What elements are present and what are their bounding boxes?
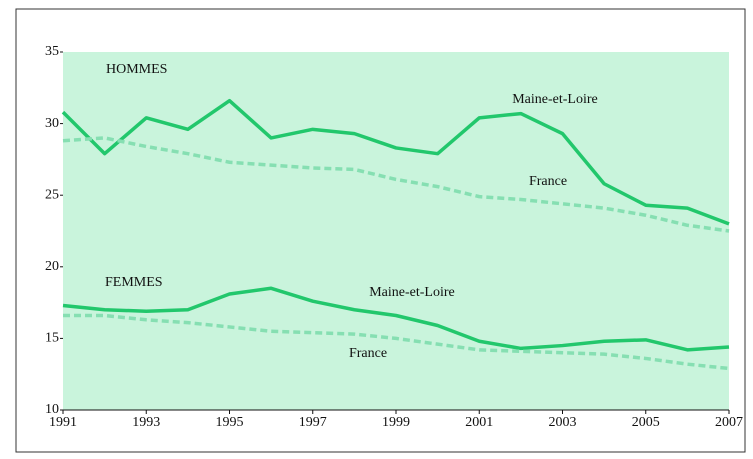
annotation: HOMMES (106, 62, 167, 77)
x-tick-label: 2003 (549, 415, 577, 430)
y-tick-label: 10 (45, 402, 59, 417)
x-tick-label: 1991 (49, 415, 77, 430)
annotation: FEMMES (105, 275, 163, 290)
x-tick-label: 1995 (216, 415, 244, 430)
x-tick-label: 2001 (465, 415, 493, 430)
series-line (61, 98, 730, 226)
x-tick-label: 2005 (632, 415, 660, 430)
series-line (62, 286, 730, 352)
y-tick-label: 25 (45, 187, 59, 202)
series-label: Maine-et-Loire (512, 92, 598, 107)
y-tick-label: 15 (45, 331, 59, 346)
plot-area (63, 52, 729, 410)
y-tick-label: 20 (45, 259, 59, 274)
x-tick-label: 2007 (715, 415, 743, 430)
series-label: Maine-et-Loire (369, 285, 455, 300)
x-tick-label: 1999 (382, 415, 410, 430)
y-tick-label: 30 (45, 116, 59, 131)
series-line (62, 136, 730, 233)
x-tick-label: 1997 (299, 415, 327, 430)
series-label: France (349, 346, 387, 361)
series-label: France (529, 174, 567, 189)
x-tick-label: 1993 (132, 415, 160, 430)
series-line (63, 313, 730, 371)
y-tick-label: 35 (45, 44, 59, 59)
